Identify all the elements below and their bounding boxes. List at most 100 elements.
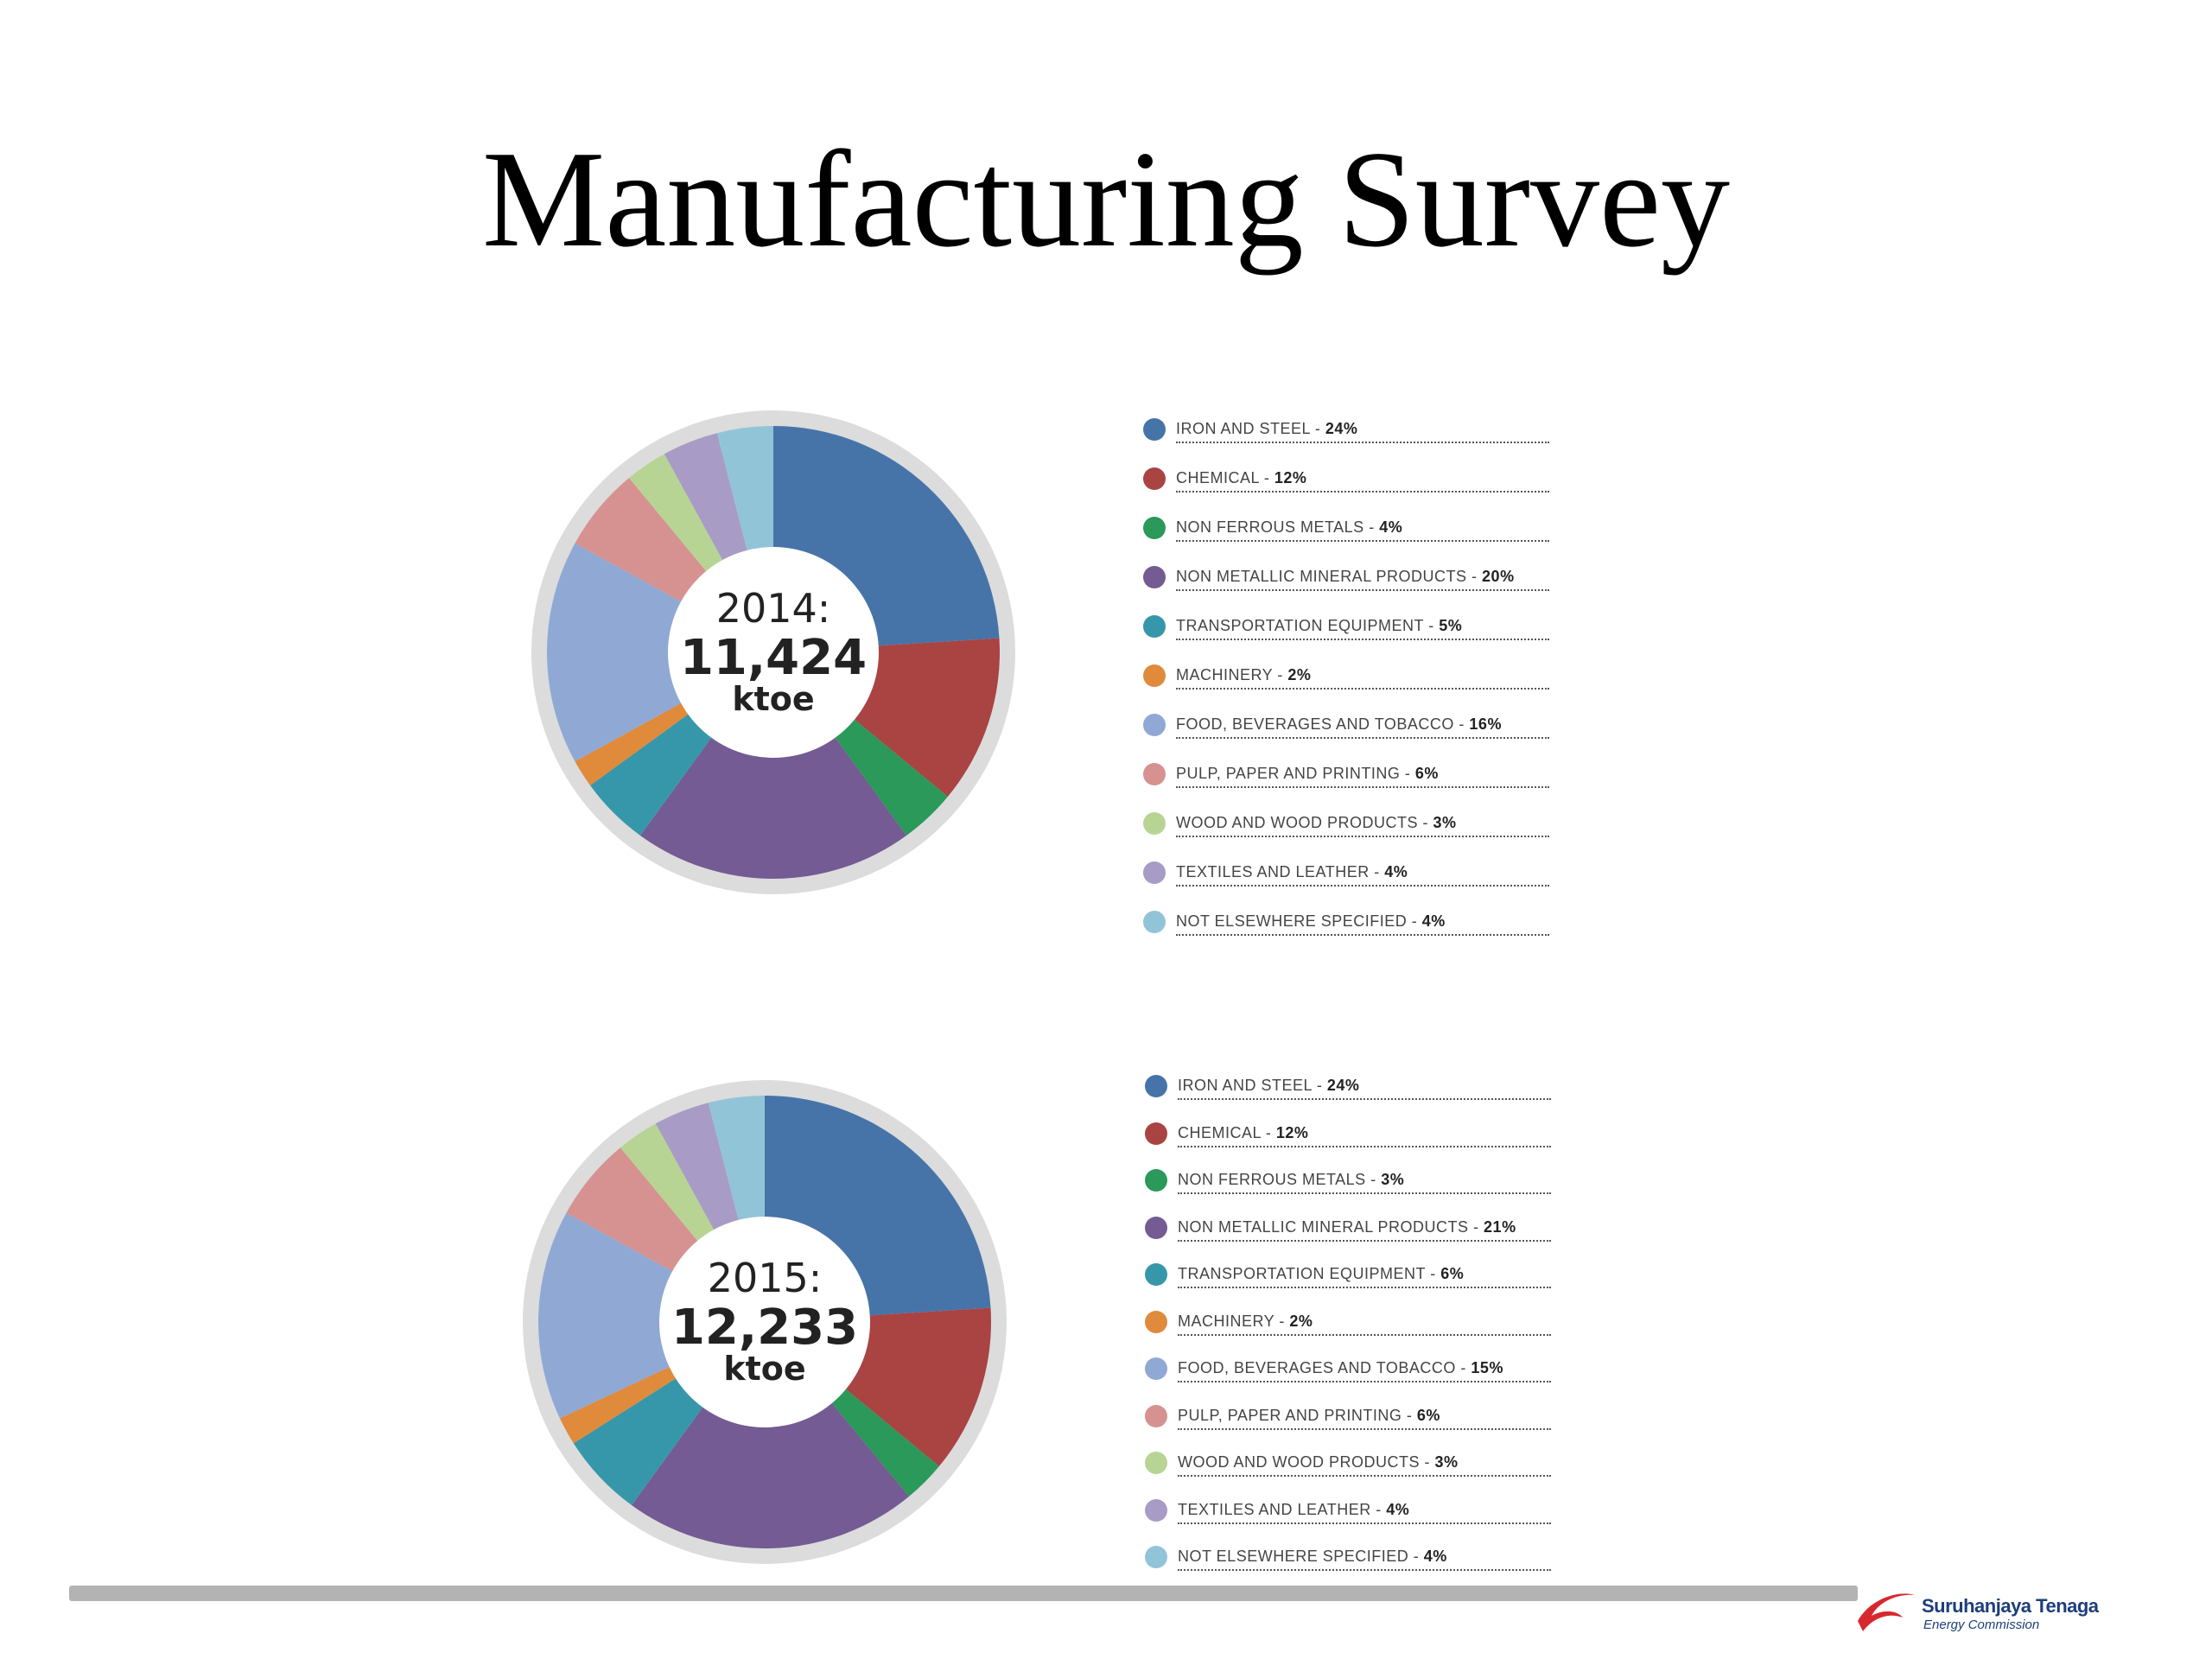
legend-category: NON FERROUS METALS	[1178, 1171, 1366, 1188]
legend-category: FOOD, BEVERAGES AND TOBACCO	[1178, 1359, 1456, 1376]
legend-label: WOOD AND WOOD PRODUCTS - 3%	[1178, 1453, 1551, 1477]
legend-swatch	[1145, 1357, 1167, 1380]
legend-percent: 3%	[1433, 814, 1457, 831]
legend-percent: 6%	[1440, 1265, 1465, 1282]
legend-category: IRON AND STEEL	[1178, 1077, 1313, 1094]
swoosh-logo-icon	[1858, 1593, 1915, 1631]
legend-label: IRON AND STEEL - 24%	[1178, 1077, 1551, 1100]
legend-label: NOT ELSEWHERE SPECIFIED - 4%	[1176, 912, 1549, 936]
legend-category: TRANSPORTATION EQUIPMENT	[1178, 1265, 1426, 1282]
legend-label: CHEMICAL - 12%	[1176, 469, 1549, 493]
legend-label: PULP, PAPER AND PRINTING - 6%	[1176, 765, 1549, 788]
legend-entry: NOT ELSEWHERE SPECIFIED - 4%	[1143, 907, 1549, 957]
donut-hole	[659, 1217, 870, 1427]
legend-entry: MACHINERY - 2%	[1143, 661, 1549, 710]
slide-title: Manufacturing Survey	[481, 122, 1731, 276]
legend-entry: IRON AND STEEL - 24%	[1143, 415, 1549, 464]
legend-label: NOT ELSEWHERE SPECIFIED - 4%	[1178, 1548, 1551, 1571]
legend-category: CHEMICAL	[1176, 469, 1260, 486]
legend-label: FOOD, BEVERAGES AND TOBACCO - 16%	[1176, 715, 1549, 739]
legend-swatch	[1145, 1498, 1167, 1522]
legend-category: FOOD, BEVERAGES AND TOBACCO	[1176, 715, 1454, 733]
center-total: 11,424	[680, 630, 867, 686]
legend-label: FOOD, BEVERAGES AND TOBACCO - 15%	[1178, 1359, 1551, 1382]
legend-percent: 15%	[1471, 1359, 1503, 1376]
legend-entry: FOOD, BEVERAGES AND TOBACCO - 15%	[1145, 1354, 1551, 1402]
legend-entry: NOT ELSEWHERE SPECIFIED - 4%	[1145, 1542, 1551, 1590]
legend-entry: TRANSPORTATION EQUIPMENT - 6%	[1145, 1260, 1551, 1307]
legend-percent: 24%	[1325, 420, 1358, 437]
legend-category: TEXTILES AND LEATHER	[1178, 1500, 1371, 1518]
legend-swatch	[1143, 763, 1166, 785]
legend-percent: 6%	[1416, 1406, 1440, 1424]
legend-swatch	[1143, 664, 1166, 687]
center-year: 2015:	[708, 1255, 823, 1301]
legend-entry: TEXTILES AND LEATHER - 4%	[1143, 858, 1549, 907]
legend-entry: WOOD AND WOOD PRODUCTS - 3%	[1145, 1448, 1551, 1496]
legend-2014: IRON AND STEEL - 24% CHEMICAL - 12% NON FE…	[1143, 415, 1549, 957]
legend-entry: NON FERROUS METALS - 4%	[1143, 513, 1549, 563]
chart-2014: 2014: 11,424 ktoe IRON AND STEEL - 24% CH…	[0, 406, 2212, 994]
legend-swatch	[1143, 861, 1166, 884]
center-total: 12,233	[671, 1300, 858, 1356]
donut-hole	[668, 547, 879, 758]
legend-swatch	[1143, 911, 1166, 933]
legend-entry: NON METALLIC MINERAL PRODUCTS - 21%	[1145, 1213, 1551, 1261]
legend-percent: 24%	[1326, 1077, 1360, 1094]
legend-category: IRON AND STEEL	[1176, 420, 1311, 437]
legend-label: CHEMICAL - 12%	[1178, 1124, 1551, 1147]
legend-percent: 4%	[1423, 1548, 1447, 1565]
legend-swatch	[1145, 1452, 1167, 1474]
legend-swatch	[1143, 566, 1166, 588]
legend-percent: 5%	[1439, 617, 1463, 634]
legend-percent: 4%	[1421, 912, 1446, 930]
pie-slice-non-metallic-mineral-products	[640, 652, 906, 879]
legend-label: MACHINERY - 2%	[1178, 1313, 1551, 1336]
legend-percent: 21%	[1484, 1217, 1516, 1236]
legend-label: TEXTILES AND LEATHER - 4%	[1176, 863, 1549, 887]
legend-percent: 4%	[1379, 518, 1403, 536]
legend-category: TEXTILES AND LEATHER	[1176, 863, 1370, 880]
legend-label: NON FERROUS METALS - 4%	[1176, 518, 1549, 542]
logo-name: Suruhanjaya Tenaga	[1922, 1595, 2099, 1617]
center-unit: ktoe	[732, 680, 814, 718]
legend-swatch	[1143, 615, 1166, 638]
legend-entry: PULP, PAPER AND PRINTING - 6%	[1143, 760, 1549, 809]
legend-entry: IRON AND STEEL - 24%	[1145, 1071, 1551, 1119]
legend-percent: 2%	[1289, 1312, 1313, 1330]
legend-category: NOT ELSEWHERE SPECIFIED	[1176, 912, 1408, 930]
legend-category: PULP, PAPER AND PRINTING	[1178, 1406, 1402, 1424]
legend-percent: 20%	[1482, 568, 1515, 585]
legend-percent: 12%	[1274, 469, 1307, 486]
pie-slice-non-metallic-mineral-products	[632, 1322, 910, 1548]
legend-percent: 6%	[1414, 765, 1439, 782]
pie-slice-food-beverages-and-tobacco	[547, 543, 773, 762]
legend-2015: IRON AND STEEL - 24% CHEMICAL - 12% NON FE…	[1145, 1071, 1551, 1590]
legend-label: TRANSPORTATION EQUIPMENT - 6%	[1178, 1265, 1551, 1288]
pie-slice-food-beverages-and-tobacco	[538, 1212, 765, 1419]
legend-label: TRANSPORTATION EQUIPMENT - 5%	[1176, 617, 1549, 640]
legend-label: MACHINERY - 2%	[1176, 666, 1549, 690]
legend-percent: 3%	[1381, 1171, 1405, 1188]
legend-label: TEXTILES AND LEATHER - 4%	[1178, 1501, 1551, 1524]
footer-bar	[69, 1586, 1858, 1601]
legend-swatch	[1145, 1122, 1167, 1145]
legend-entry: WOOD AND WOOD PRODUCTS - 3%	[1143, 809, 1549, 858]
legend-percent: 2%	[1287, 666, 1312, 683]
chart-2015: 2015: 12,233 ktoe IRON AND STEEL - 24% CH…	[0, 1063, 2212, 1650]
legend-entry: CHEMICAL - 12%	[1143, 464, 1549, 513]
legend-category: NOT ELSEWHERE SPECIFIED	[1178, 1548, 1409, 1565]
legend-category: PULP, PAPER AND PRINTING	[1176, 765, 1401, 782]
legend-category: WOOD AND WOOD PRODUCTS	[1176, 814, 1418, 831]
legend-label: NON FERROUS METALS - 3%	[1178, 1171, 1551, 1194]
legend-percent: 4%	[1386, 1500, 1410, 1518]
energy-commission-logo: Suruhanjaya Tenaga Energy Commission	[1849, 1580, 2108, 1640]
donut-chart-2015: 2015: 12,233 ktoe	[523, 1080, 1007, 1564]
legend-entry: TRANSPORTATION EQUIPMENT - 5%	[1143, 612, 1549, 661]
legend-swatch	[1145, 1310, 1167, 1333]
legend-entry: TEXTILES AND LEATHER - 4%	[1145, 1496, 1551, 1543]
legend-swatch	[1143, 467, 1166, 490]
legend-swatch	[1145, 1216, 1167, 1239]
logo-subtitle: Energy Commission	[1923, 1618, 2040, 1632]
legend-category: NON METALLIC MINERAL PRODUCTS	[1176, 568, 1467, 585]
